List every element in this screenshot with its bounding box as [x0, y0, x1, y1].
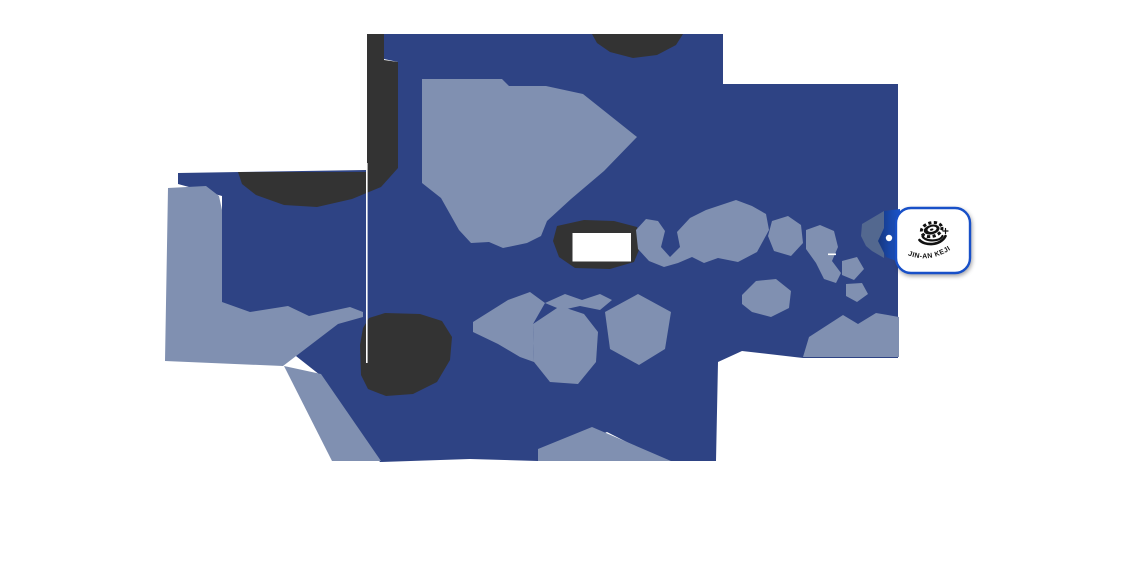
charcoal-top-blob — [592, 34, 683, 58]
slate-cluster-mid — [533, 306, 598, 384]
tile-seam-line — [366, 163, 368, 363]
map-polygon-navy-main — [178, 34, 898, 462]
charcoal-strip-and-arc — [238, 34, 398, 207]
slate-cluster-left — [473, 292, 545, 362]
tile-artifact-dashes — [828, 253, 836, 256]
map-slate-group — [165, 79, 899, 461]
pin-wing-shape — [861, 211, 884, 258]
slate-chain-blob-5 — [846, 283, 868, 302]
slate-chain-blob-4 — [842, 257, 864, 280]
slate-diagonal-wedge — [284, 366, 381, 461]
pin-hole — [885, 234, 893, 242]
slate-chain-blob-3 — [806, 225, 841, 283]
slate-island-hexagon — [742, 279, 791, 317]
slate-chain-blob-2 — [768, 216, 803, 256]
slate-central-shield — [422, 79, 637, 248]
slate-bottom-triangle — [538, 427, 671, 461]
slate-bottom-right-band — [803, 313, 899, 357]
slate-hexagon — [605, 294, 671, 365]
blank-label-rectangle — [572, 233, 631, 262]
slate-left-column — [165, 186, 363, 366]
poi-badge[interactable]: JIN-AN KEJI — [894, 206, 972, 275]
slate-chain-main — [636, 200, 769, 267]
charcoal-bottom-blob — [360, 313, 452, 396]
slate-cluster-bridge — [545, 294, 612, 310]
